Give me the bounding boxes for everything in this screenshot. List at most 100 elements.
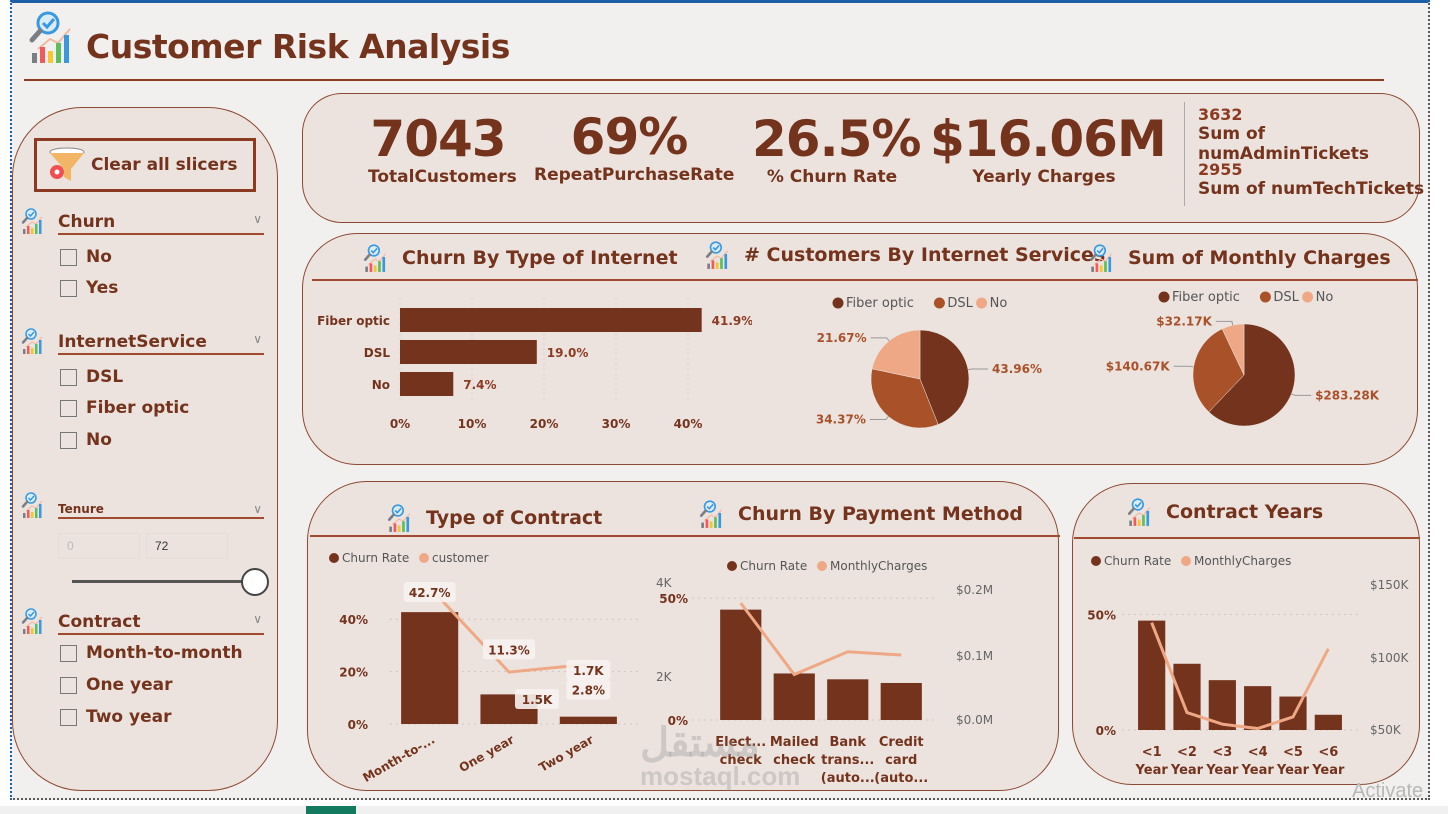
contract-option-one-year[interactable]: One year <box>60 675 172 695</box>
contract-option-month-to-month[interactable]: Month-to-month <box>60 643 243 663</box>
data-label: 1.5K <box>522 693 553 707</box>
monthly-charges-title: Sum of Monthly Charges <box>1088 243 1391 273</box>
category-label: Year <box>1241 763 1275 778</box>
contract-type-chart: Churn Rate customer 0% 20% 40% Month-to-... On… <box>329 551 640 785</box>
y2-tick-label: $0.0M <box>956 713 993 727</box>
clear-all-slicers-button[interactable]: Clear all slicers <box>34 138 256 192</box>
slicer-panel <box>12 107 278 791</box>
category-label: One year <box>457 732 517 775</box>
category-label: <4 <box>1248 745 1268 760</box>
legend-label: DSL <box>1273 290 1299 305</box>
churn-slicer-header[interactable]: Churn ∨ <box>20 207 264 235</box>
contract-slicer-header[interactable]: Contract ∨ <box>20 607 264 635</box>
data-label: 2.8% <box>572 684 605 698</box>
legend-label: customer <box>432 551 489 565</box>
y-tick-label: 40% <box>339 613 368 627</box>
chevron-down-icon[interactable]: ∨ <box>253 332 262 346</box>
category-label: (auto... <box>874 771 928 786</box>
checkbox[interactable] <box>60 279 77 297</box>
analytics-magnifier-icon <box>20 207 46 235</box>
bar <box>559 716 617 724</box>
title-text: Churn By Type of Internet <box>402 247 678 269</box>
payment-method-title: Churn By Payment Method <box>698 499 1023 529</box>
category-label: Fiber optic <box>317 314 390 328</box>
data-label: $283.28K <box>1315 388 1380 402</box>
tenure-slider-track[interactable] <box>72 580 254 583</box>
internet-option-dsl[interactable]: DSL <box>60 367 123 387</box>
payment-method-chart: 4K 2K Churn Rate MonthlyCharges 0% 50% $0.0M $0… <box>656 559 993 786</box>
tenure-max-input[interactable]: 72 <box>146 533 228 559</box>
tenure-slicer-header[interactable]: Tenure ∨ <box>20 491 264 519</box>
legend-marker <box>329 553 339 563</box>
kpi-total-customers: 7043 TotalCustomers <box>368 111 517 187</box>
category-label: card <box>885 753 917 768</box>
checkbox[interactable] <box>60 431 77 449</box>
option-label: Fiber optic <box>86 398 190 418</box>
chevron-down-icon[interactable]: ∨ <box>253 212 262 226</box>
chevron-down-icon[interactable]: ∨ <box>253 502 262 516</box>
checkbox[interactable] <box>60 644 77 662</box>
kpi-tech-tickets: 2955 Sum of numTechTickets <box>1198 160 1424 199</box>
legend-label: No <box>990 296 1008 311</box>
y-tick-label: 0% <box>348 718 368 732</box>
bar <box>400 372 454 396</box>
legend-label: MonthlyCharges <box>830 559 927 573</box>
legend-marker <box>419 553 429 563</box>
kpi-value: 3632 <box>1198 105 1243 124</box>
contract-option-two-year[interactable]: Two year <box>60 707 172 727</box>
pie-slice <box>870 368 939 429</box>
category-label: No <box>372 378 390 392</box>
x-tick-label: 40% <box>674 417 703 431</box>
page-tab-active[interactable] <box>306 806 356 814</box>
legend-marker <box>1259 291 1271 303</box>
category-label: Month-to-... <box>360 732 437 784</box>
kpi-admin-tickets: 3632 Sum of numAdminTickets <box>1198 105 1428 164</box>
legend-marker <box>1302 291 1314 303</box>
leader-line <box>1291 393 1312 396</box>
tenure-min-input[interactable]: 0 <box>58 533 140 559</box>
data-label: $32.17K <box>1156 314 1212 328</box>
legend-marker <box>976 297 988 309</box>
bar <box>827 679 869 720</box>
churn-option-yes[interactable]: Yes <box>60 278 118 298</box>
legend-label: MonthlyCharges <box>1194 554 1291 568</box>
checkbox[interactable] <box>60 368 77 386</box>
clear-all-slicers-label: Clear all slicers <box>91 155 238 175</box>
option-label: DSL <box>86 367 124 387</box>
y2-tick-label: $100K <box>1370 651 1410 665</box>
title-text: Contract Years <box>1166 501 1324 523</box>
option-label: Two year <box>86 707 172 727</box>
bar <box>773 673 815 720</box>
internet-option-fiber-optic[interactable]: Fiber optic <box>60 398 189 418</box>
data-label: 43.96% <box>992 362 1042 376</box>
legend-marker <box>727 561 737 571</box>
checkbox[interactable] <box>60 676 77 694</box>
category-label: Year <box>1205 763 1239 778</box>
kpi-divider <box>1184 102 1185 206</box>
option-label: No <box>86 430 112 450</box>
y-tick-label: 0% <box>668 714 688 728</box>
checkbox[interactable] <box>60 248 77 266</box>
legend-label: Fiber optic <box>1172 290 1240 305</box>
kpi-label: RepeatPurchaseRate <box>534 165 735 185</box>
y2-tick-label: $150K <box>1370 578 1410 592</box>
internet-service-slicer-header[interactable]: InternetService ∨ <box>20 327 264 355</box>
x-tick-label: 10% <box>458 417 487 431</box>
chevron-down-icon[interactable]: ∨ <box>253 612 262 626</box>
category-label: Two year <box>537 732 596 774</box>
checkbox[interactable] <box>60 708 77 726</box>
category-label: <5 <box>1283 745 1303 760</box>
leader-line <box>869 416 889 421</box>
bar <box>1244 686 1272 730</box>
tenure-slider-handle[interactable] <box>241 568 269 596</box>
category-label: Year <box>1135 763 1169 778</box>
category-label: (auto... <box>821 771 875 786</box>
pie-slice <box>871 329 921 380</box>
churn-option-no[interactable]: No <box>60 247 112 267</box>
checkbox[interactable] <box>60 399 77 417</box>
data-label: 19.0% <box>547 346 589 360</box>
kpi-label: TotalCustomers <box>368 167 517 187</box>
internet-option-no[interactable]: No <box>60 430 112 450</box>
monthly-charges-pie: Fiber optic DSL No $283.28K $140.67K $32.17K <box>1106 290 1380 427</box>
data-label: $140.67K <box>1106 359 1171 373</box>
